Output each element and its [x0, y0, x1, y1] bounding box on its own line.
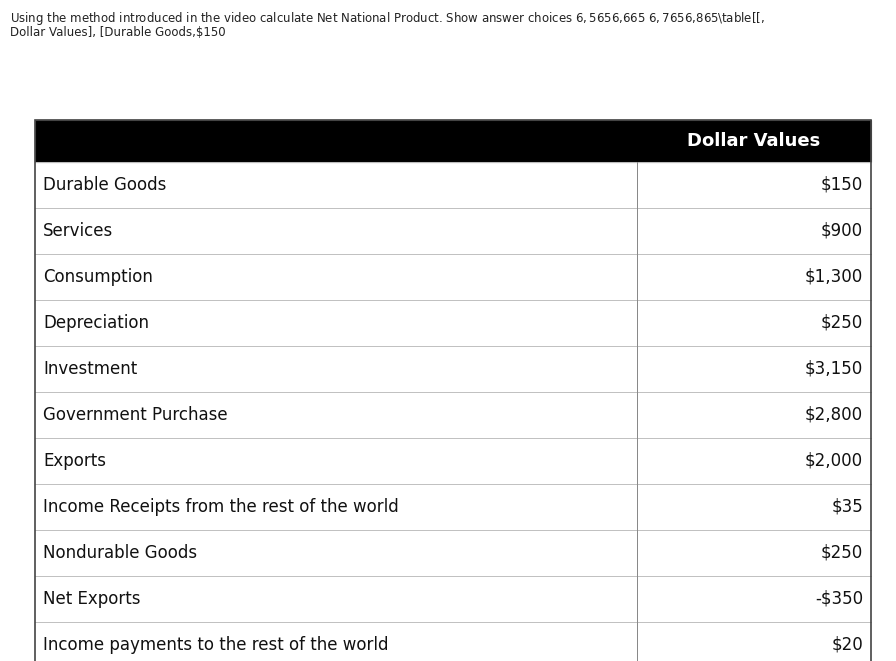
Text: Depreciation: Depreciation: [43, 314, 149, 332]
Bar: [35, 622, 871, 661]
Bar: [35, 208, 871, 254]
Text: $1,300: $1,300: [805, 268, 863, 286]
Bar: [35, 530, 871, 576]
Text: Government Purchase: Government Purchase: [43, 406, 228, 424]
Text: $250: $250: [821, 314, 863, 332]
Text: Income Receipts from the rest of the world: Income Receipts from the rest of the wor…: [43, 498, 399, 516]
Text: Services: Services: [43, 222, 113, 240]
Text: -$350: -$350: [814, 590, 863, 608]
Bar: [35, 576, 871, 622]
Text: $3,150: $3,150: [805, 360, 863, 378]
Text: $900: $900: [821, 222, 863, 240]
Text: $2,800: $2,800: [805, 406, 863, 424]
Bar: [35, 392, 871, 438]
Bar: [35, 484, 871, 530]
Text: $2,000: $2,000: [805, 452, 863, 470]
Text: $150: $150: [821, 176, 863, 194]
Text: Exports: Exports: [43, 452, 106, 470]
Bar: [35, 120, 871, 162]
Bar: [35, 438, 871, 484]
Bar: [35, 254, 871, 300]
Text: Consumption: Consumption: [43, 268, 153, 286]
Text: Nondurable Goods: Nondurable Goods: [43, 544, 197, 562]
Text: $250: $250: [821, 544, 863, 562]
Text: $20: $20: [831, 636, 863, 654]
Text: Dollar Values: Dollar Values: [687, 132, 821, 150]
Bar: [35, 162, 871, 208]
Text: Using the method introduced in the video calculate Net National Product. Show an: Using the method introduced in the video…: [10, 10, 765, 27]
Text: Income payments to the rest of the world: Income payments to the rest of the world: [43, 636, 389, 654]
Bar: [35, 346, 871, 392]
Text: Net Exports: Net Exports: [43, 590, 141, 608]
Text: Investment: Investment: [43, 360, 137, 378]
Bar: [35, 120, 871, 661]
Bar: [35, 300, 871, 346]
Text: Dollar Values], [Durable Goods,$150: Dollar Values], [Durable Goods,$150: [10, 26, 226, 39]
Text: $35: $35: [831, 498, 863, 516]
Text: Durable Goods: Durable Goods: [43, 176, 167, 194]
